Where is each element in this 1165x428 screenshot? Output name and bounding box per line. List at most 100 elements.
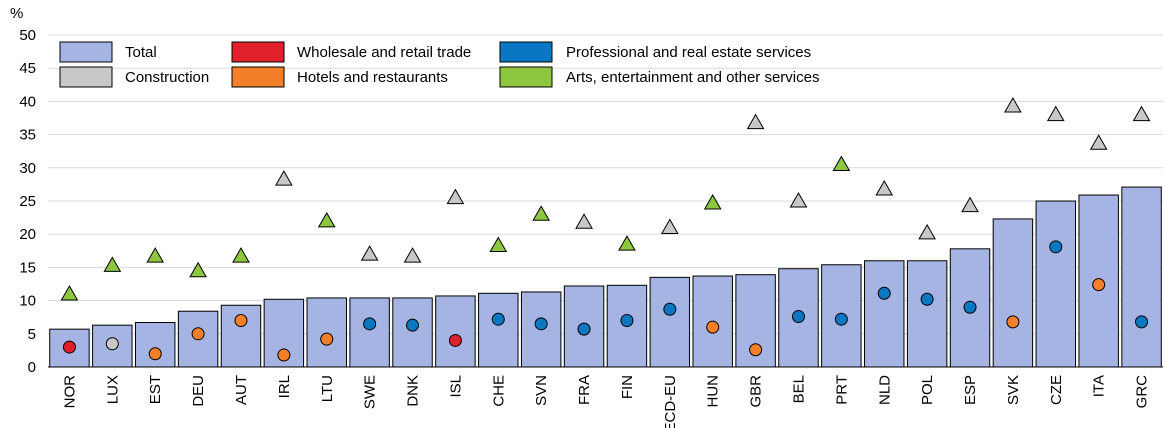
circle-marker	[1006, 315, 1020, 329]
circle-marker	[491, 312, 505, 326]
x-tick-label: LUX	[104, 375, 121, 404]
y-tick-label: 50	[19, 27, 36, 44]
bar	[520, 291, 562, 368]
triangle-marker	[532, 205, 551, 221]
bar	[563, 285, 605, 368]
x-tick-label: OECD-EU	[662, 375, 679, 428]
circle-marker	[620, 314, 634, 328]
y-tick-label: 45	[19, 60, 36, 77]
bar	[349, 297, 390, 368]
bar	[306, 297, 347, 368]
bar	[649, 276, 691, 368]
triangle-marker	[703, 193, 722, 210]
circle-marker	[577, 322, 591, 336]
x-tick-label: SWE	[362, 375, 379, 409]
legend-label: Wholesale and retail trade	[297, 44, 471, 61]
y-tick-label: 10	[19, 293, 36, 310]
circle-marker	[234, 314, 248, 328]
triangle-marker	[146, 247, 165, 263]
circle-marker	[320, 332, 334, 346]
x-tick-label: GRC	[1134, 375, 1151, 409]
legend-label: Construction	[125, 69, 209, 86]
x-tick-label: LTU	[319, 375, 336, 402]
triangle-marker	[575, 213, 593, 229]
triangle-marker	[189, 261, 207, 278]
y-tick-label: 40	[19, 93, 36, 110]
circle-marker	[834, 312, 848, 326]
bar	[435, 295, 476, 368]
x-tick-label: GBR	[748, 375, 765, 408]
triangle-marker	[275, 170, 293, 186]
y-tick-label: 25	[19, 193, 36, 210]
x-tick-label: FRA	[576, 375, 593, 405]
triangle-marker	[489, 236, 508, 252]
legend-label: Hotels and restaurants	[297, 69, 448, 86]
circle-marker	[1092, 278, 1106, 292]
triangle-marker	[1089, 134, 1108, 150]
x-tick-label: DEU	[190, 375, 207, 407]
x-tick-label: AUT	[233, 375, 250, 405]
legend-label: Professional and real estate services	[566, 44, 811, 61]
triangle-marker	[746, 113, 765, 130]
x-tick-label: FIN	[619, 375, 636, 399]
triangle-marker	[232, 247, 250, 263]
legend-swatch	[231, 41, 285, 63]
triangle-marker	[875, 180, 894, 196]
triangle-marker	[918, 223, 936, 240]
x-tick-label: BEL	[790, 375, 807, 403]
bar	[478, 292, 519, 368]
x-tick-label: CZE	[1048, 375, 1065, 405]
circle-marker	[749, 343, 763, 357]
circle-marker	[277, 348, 291, 362]
x-tick-label: ITA	[1091, 375, 1108, 397]
y-tick-label: 35	[19, 127, 36, 144]
triangle-marker	[789, 191, 808, 208]
y-tick-label: 30	[19, 160, 36, 177]
x-tick-label: ESP	[962, 375, 979, 405]
circle-marker	[706, 320, 720, 334]
bar	[134, 322, 176, 368]
circle-marker	[877, 286, 891, 300]
x-tick-label: EST	[147, 375, 164, 404]
y-tick-label: 5	[28, 326, 36, 343]
circle-marker	[363, 317, 377, 331]
y-tick-label: 20	[19, 226, 36, 243]
x-tick-label: ISL	[447, 375, 464, 398]
circle-marker	[963, 300, 977, 314]
x-tick-label: PRT	[833, 375, 850, 405]
x-tick-label: CHE	[490, 375, 507, 407]
triangle-marker	[1046, 105, 1065, 122]
bar	[1121, 186, 1162, 368]
y-unit: %	[10, 5, 23, 22]
circle-marker	[791, 310, 805, 324]
bar	[992, 218, 1034, 368]
circle-marker	[62, 340, 76, 354]
y-tick-label: 15	[19, 259, 36, 276]
triangle-marker	[1132, 105, 1151, 122]
triangle-marker	[103, 256, 122, 272]
bar	[1035, 200, 1077, 368]
legend-swatch	[59, 41, 113, 63]
legend-label: Total	[125, 44, 157, 61]
circle-marker	[448, 333, 462, 347]
legend-swatch	[499, 66, 553, 88]
y-tick-label: 0	[28, 359, 36, 376]
bar	[906, 260, 948, 368]
bar	[392, 297, 433, 368]
triangle-marker	[360, 245, 379, 261]
x-tick-label: NOR	[61, 375, 78, 409]
circle-marker	[406, 318, 420, 332]
x-tick-label: DNK	[405, 375, 422, 407]
triangle-marker	[660, 218, 679, 235]
x-tick-label: SVN	[533, 375, 550, 406]
circle-marker	[1135, 315, 1149, 329]
x-tick-label: IRL	[276, 375, 293, 398]
bar	[864, 260, 905, 368]
x-tick-label: SVK	[1005, 375, 1022, 405]
triangle-marker	[961, 196, 979, 213]
circle-marker	[534, 317, 548, 331]
circle-marker	[105, 337, 119, 351]
circle-marker	[191, 327, 205, 341]
circle-marker	[1049, 240, 1063, 254]
